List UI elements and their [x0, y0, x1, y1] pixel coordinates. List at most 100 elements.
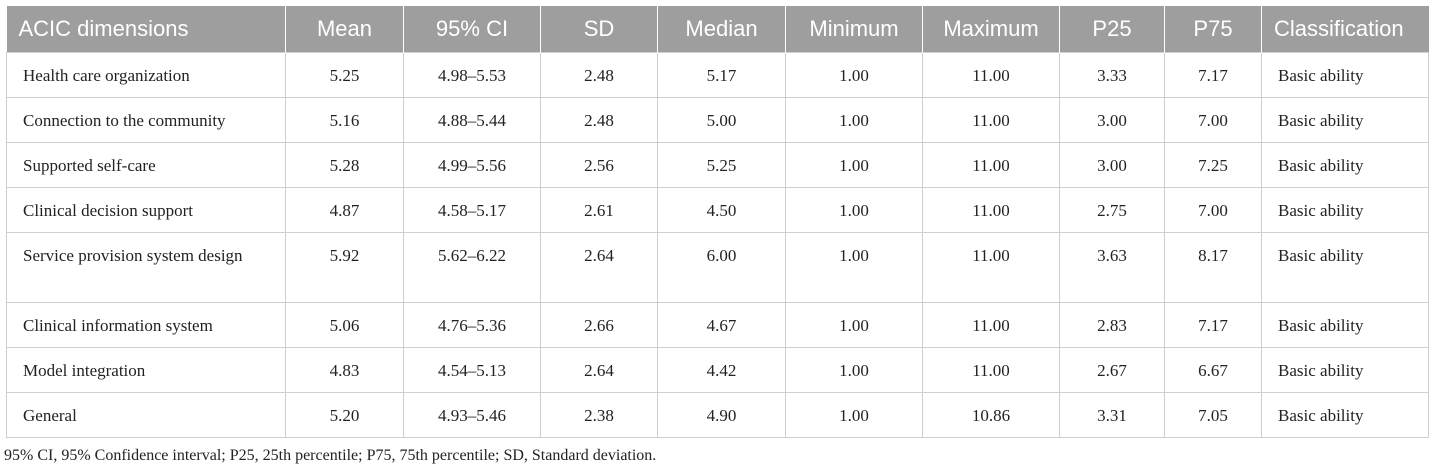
cell-sd: 2.56	[540, 141, 658, 188]
header-p75: P75	[1164, 6, 1262, 52]
header-sd: SD	[540, 6, 658, 52]
cell-minimum: 1.00	[785, 346, 923, 393]
acic-dimensions-table: ACIC dimensions Mean 95% CI SD Median Mi…	[6, 6, 1429, 438]
cell-dimension: Connection to the community	[6, 96, 286, 143]
cell-mean: 5.16	[285, 96, 404, 143]
cell-dimension: Clinical information system	[6, 301, 286, 348]
cell-classification: Basic ability	[1261, 141, 1429, 188]
cell-dimension: Service provision system design	[6, 231, 286, 303]
cell-minimum: 1.00	[785, 301, 923, 348]
table-row: General 5.20 4.93–5.46 2.38 4.90 1.00 10…	[6, 391, 1429, 438]
table-row: Clinical decision support 4.87 4.58–5.17…	[6, 186, 1429, 233]
cell-median: 4.90	[657, 391, 786, 438]
cell-minimum: 1.00	[785, 96, 923, 143]
cell-p75: 8.17	[1164, 231, 1262, 303]
cell-classification: Basic ability	[1261, 186, 1429, 233]
cell-minimum: 1.00	[785, 391, 923, 438]
cell-p25: 2.83	[1059, 301, 1165, 348]
cell-sd: 2.64	[540, 231, 658, 303]
cell-95-ci: 4.58–5.17	[403, 186, 541, 233]
header-mean: Mean	[285, 6, 404, 52]
cell-classification: Basic ability	[1261, 301, 1429, 348]
cell-p75: 7.17	[1164, 51, 1262, 98]
header-acic-dimensions: ACIC dimensions	[6, 6, 286, 52]
cell-sd: 2.61	[540, 186, 658, 233]
table-row: Model integration 4.83 4.54–5.13 2.64 4.…	[6, 346, 1429, 393]
table-row: Supported self-care 5.28 4.99–5.56 2.56 …	[6, 141, 1429, 188]
cell-95-ci: 4.76–5.36	[403, 301, 541, 348]
cell-dimension: Clinical decision support	[6, 186, 286, 233]
table-header-row: ACIC dimensions Mean 95% CI SD Median Mi…	[6, 6, 1429, 52]
cell-maximum: 11.00	[922, 231, 1060, 303]
cell-95-ci: 4.98–5.53	[403, 51, 541, 98]
cell-maximum: 11.00	[922, 51, 1060, 98]
table-row: Health care organization 5.25 4.98–5.53 …	[6, 51, 1429, 98]
cell-p75: 7.25	[1164, 141, 1262, 188]
table-container: ACIC dimensions Mean 95% CI SD Median Mi…	[6, 6, 1429, 438]
cell-minimum: 1.00	[785, 186, 923, 233]
cell-maximum: 11.00	[922, 346, 1060, 393]
cell-dimension: Supported self-care	[6, 141, 286, 188]
cell-sd: 2.66	[540, 301, 658, 348]
cell-classification: Basic ability	[1261, 96, 1429, 143]
cell-mean: 4.83	[285, 346, 404, 393]
table-row: Clinical information system 5.06 4.76–5.…	[6, 301, 1429, 348]
cell-median: 5.00	[657, 96, 786, 143]
cell-sd: 2.48	[540, 96, 658, 143]
cell-median: 6.00	[657, 231, 786, 303]
cell-minimum: 1.00	[785, 51, 923, 98]
header-median: Median	[657, 6, 786, 52]
cell-mean: 5.25	[285, 51, 404, 98]
cell-95-ci: 4.88–5.44	[403, 96, 541, 143]
cell-mean: 5.06	[285, 301, 404, 348]
cell-mean: 5.28	[285, 141, 404, 188]
cell-p75: 7.05	[1164, 391, 1262, 438]
cell-maximum: 11.00	[922, 301, 1060, 348]
cell-sd: 2.38	[540, 391, 658, 438]
table-row: Connection to the community 5.16 4.88–5.…	[6, 96, 1429, 143]
cell-maximum: 10.86	[922, 391, 1060, 438]
cell-p25: 3.63	[1059, 231, 1165, 303]
cell-p25: 3.00	[1059, 141, 1165, 188]
cell-p25: 3.31	[1059, 391, 1165, 438]
cell-95-ci: 5.62–6.22	[403, 231, 541, 303]
cell-dimension: General	[6, 391, 286, 438]
cell-maximum: 11.00	[922, 141, 1060, 188]
cell-classification: Basic ability	[1261, 391, 1429, 438]
cell-classification: Basic ability	[1261, 231, 1429, 303]
header-minimum: Minimum	[785, 6, 923, 52]
cell-median: 4.42	[657, 346, 786, 393]
header-95-ci: 95% CI	[403, 6, 541, 52]
cell-mean: 5.92	[285, 231, 404, 303]
cell-95-ci: 4.93–5.46	[403, 391, 541, 438]
cell-maximum: 11.00	[922, 186, 1060, 233]
cell-median: 4.50	[657, 186, 786, 233]
table-footnote: 95% CI, 95% Confidence interval; P25, 25…	[4, 447, 657, 464]
cell-median: 5.25	[657, 141, 786, 188]
cell-p75: 7.00	[1164, 96, 1262, 143]
cell-p25: 2.75	[1059, 186, 1165, 233]
cell-p75: 7.00	[1164, 186, 1262, 233]
cell-95-ci: 4.54–5.13	[403, 346, 541, 393]
cell-mean: 5.20	[285, 391, 404, 438]
cell-dimension: Model integration	[6, 346, 286, 393]
header-classification: Classification	[1261, 6, 1429, 52]
cell-sd: 2.48	[540, 51, 658, 98]
cell-p25: 3.33	[1059, 51, 1165, 98]
header-maximum: Maximum	[922, 6, 1060, 52]
cell-mean: 4.87	[285, 186, 404, 233]
cell-p25: 2.67	[1059, 346, 1165, 393]
cell-median: 4.67	[657, 301, 786, 348]
cell-classification: Basic ability	[1261, 346, 1429, 393]
cell-p25: 3.00	[1059, 96, 1165, 143]
cell-sd: 2.64	[540, 346, 658, 393]
cell-classification: Basic ability	[1261, 51, 1429, 98]
cell-p75: 7.17	[1164, 301, 1262, 348]
cell-dimension: Health care organization	[6, 51, 286, 98]
cell-minimum: 1.00	[785, 141, 923, 188]
cell-minimum: 1.00	[785, 231, 923, 303]
table-row: Service provision system design 5.92 5.6…	[6, 231, 1429, 303]
cell-95-ci: 4.99–5.56	[403, 141, 541, 188]
header-p25: P25	[1059, 6, 1165, 52]
cell-p75: 6.67	[1164, 346, 1262, 393]
